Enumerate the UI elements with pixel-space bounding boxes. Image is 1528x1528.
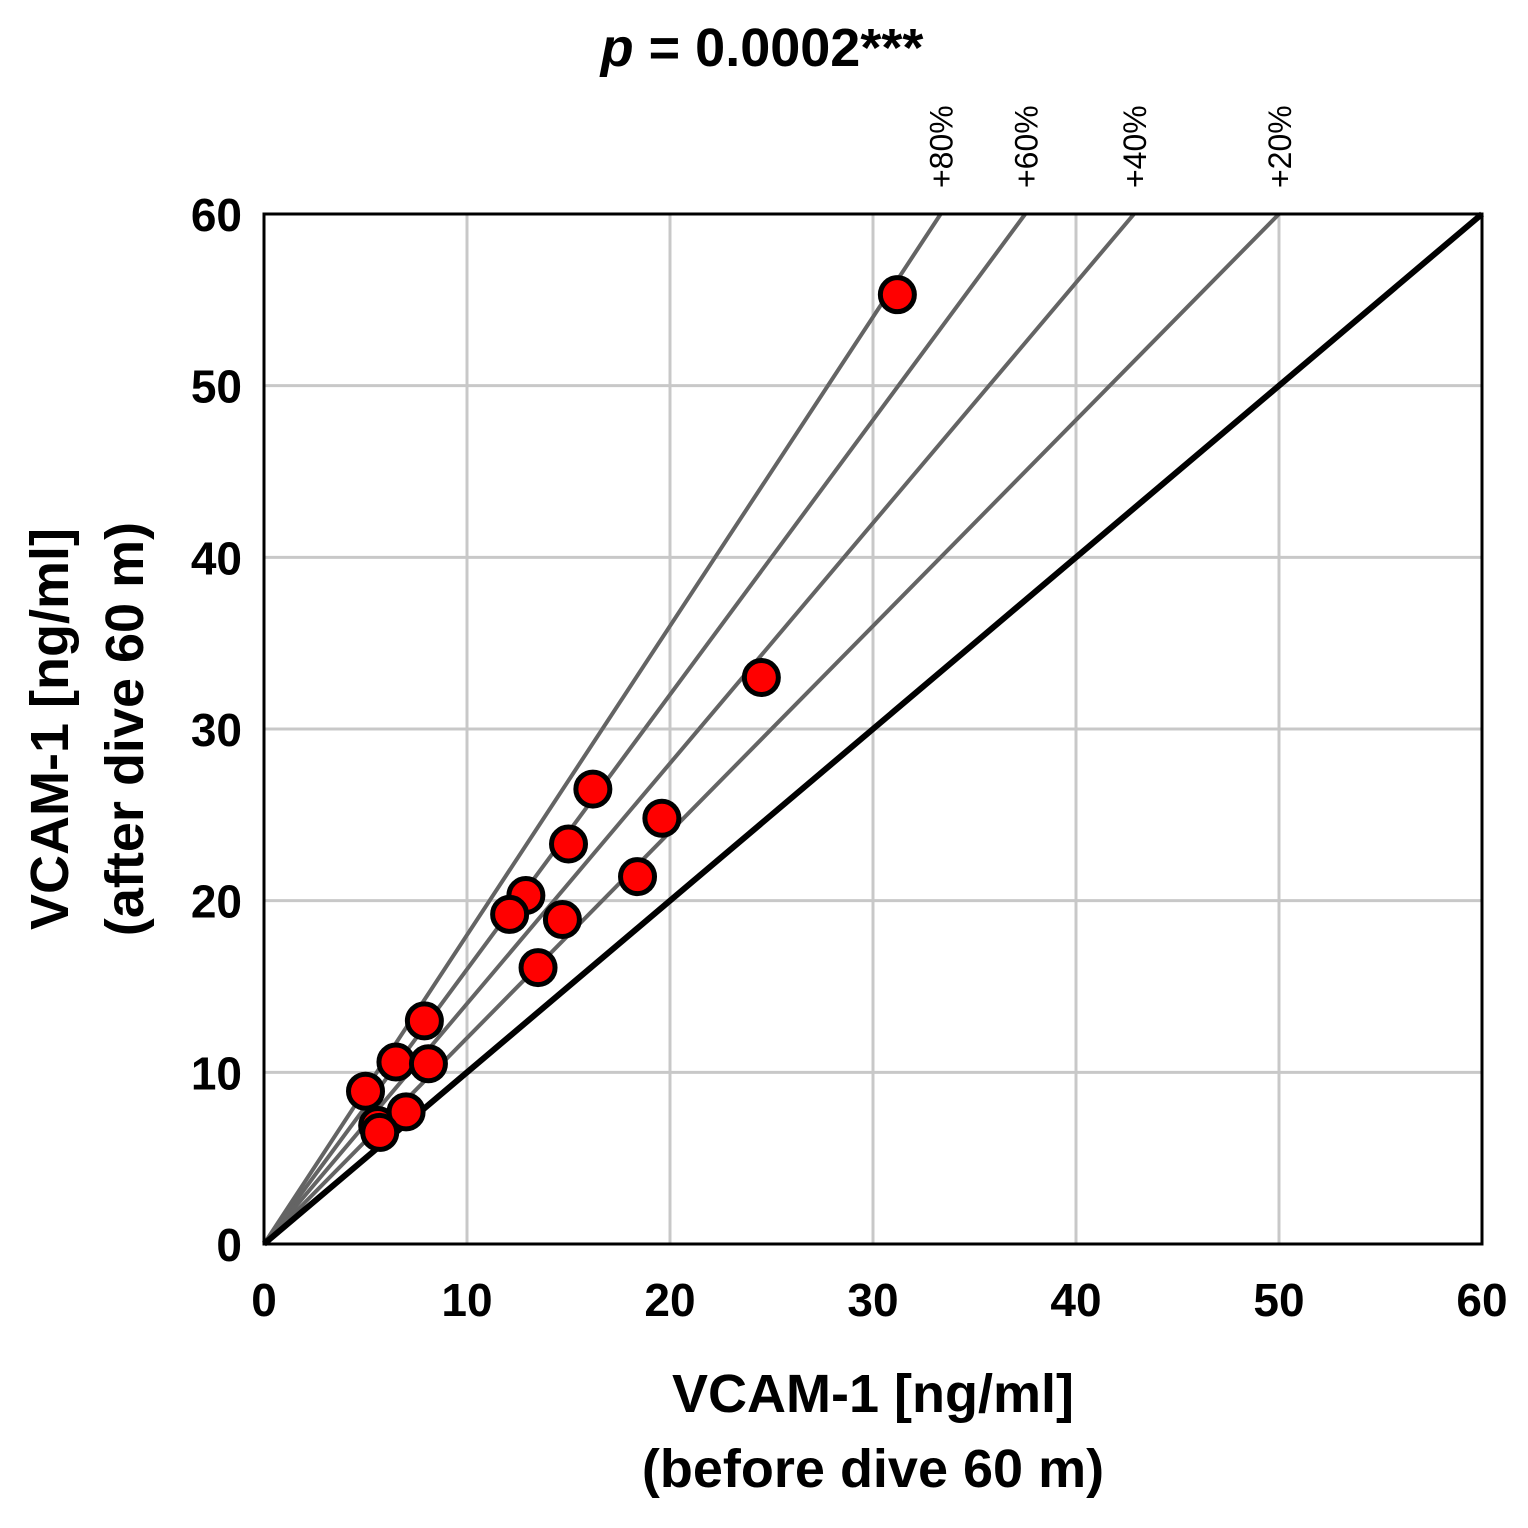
identity-line [262, 211, 1484, 1247]
data-point [549, 824, 588, 864]
x-tick-label: 0 [251, 1274, 277, 1326]
data-point [404, 1001, 444, 1041]
y-tick-label: 10 [191, 1047, 242, 1099]
x-tick-label: 60 [1456, 1274, 1507, 1326]
x-tick-label: 30 [847, 1274, 898, 1326]
data-point [741, 658, 781, 697]
y-tick-label: 50 [191, 361, 242, 413]
x-axis-title-line2: (before dive 60 m) [642, 1439, 1104, 1499]
x-tick-label: 20 [644, 1274, 695, 1326]
y-axis-title-line2: (after dive 60 m) [95, 522, 155, 936]
x-tick-label: 10 [441, 1274, 492, 1326]
data-point [360, 1112, 400, 1152]
chart-title: p = 0.0002*** [599, 18, 924, 78]
y-tick-label: 60 [191, 189, 242, 241]
plot-frame [262, 212, 1484, 1246]
data-point [618, 857, 658, 897]
identity-line-group [262, 211, 1484, 1247]
reference-line-labels: +80% +60% +40% +20% [924, 105, 1298, 188]
data-point [376, 1042, 416, 1082]
reference-line-label: +40% [1117, 105, 1153, 188]
x-tick-label: 50 [1253, 1274, 1304, 1326]
y-tick-label: 30 [191, 704, 242, 756]
x-tick-label: 40 [1050, 1274, 1101, 1326]
reference-line-label: +20% [1262, 105, 1298, 188]
reference-line-label: +60% [1008, 105, 1044, 188]
data-point [490, 894, 530, 934]
data-point [518, 948, 558, 988]
x-tick-labels: 0 10 20 30 40 50 60 [251, 1274, 1507, 1326]
title-p-symbol: p [599, 18, 634, 78]
title-p-value: = 0.0002*** [634, 18, 924, 78]
y-tick-label: 20 [191, 876, 242, 928]
data-point [542, 900, 582, 940]
data-point [346, 1071, 385, 1111]
data-point [408, 1044, 448, 1084]
data-points [346, 275, 917, 1152]
y-axis-title-line1: VCAM-1 [ng/ml] [20, 528, 80, 930]
data-point [386, 1092, 426, 1132]
y-tick-label: 40 [191, 532, 242, 584]
data-point [877, 275, 917, 315]
x-axis-title-line1: VCAM-1 [ng/ml] [672, 1364, 1074, 1424]
y-tick-labels: 0 10 20 30 40 50 60 [191, 189, 242, 1271]
data-point [573, 769, 613, 809]
data-point [642, 798, 682, 838]
y-tick-label: 0 [216, 1219, 242, 1271]
reference-line-label: +80% [924, 105, 960, 188]
reference-line [262, 212, 943, 1246]
